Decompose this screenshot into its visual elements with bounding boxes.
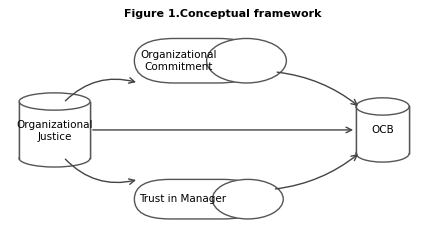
Bar [19,102,90,158]
Ellipse shape [19,93,90,110]
FancyArrowPatch shape [66,159,135,184]
Bar [20,102,90,158]
FancyBboxPatch shape [134,38,259,83]
FancyArrowPatch shape [277,72,357,105]
Bar [356,106,409,154]
FancyArrowPatch shape [93,127,351,133]
Ellipse shape [19,150,90,167]
FancyArrowPatch shape [275,155,357,189]
Text: OCB: OCB [371,125,394,135]
Text: Organizational
Justice: Organizational Justice [17,120,93,142]
Text: Trust in Manager: Trust in Manager [140,194,227,204]
Circle shape [212,180,283,219]
Ellipse shape [356,98,409,115]
Ellipse shape [356,145,409,162]
FancyBboxPatch shape [134,180,259,219]
Text: Figure 1.Conceptual framework: Figure 1.Conceptual framework [124,9,322,19]
FancyArrowPatch shape [66,78,135,101]
Circle shape [206,38,286,83]
Bar [356,106,409,154]
Text: Organizational
Commitment: Organizational Commitment [140,50,217,72]
